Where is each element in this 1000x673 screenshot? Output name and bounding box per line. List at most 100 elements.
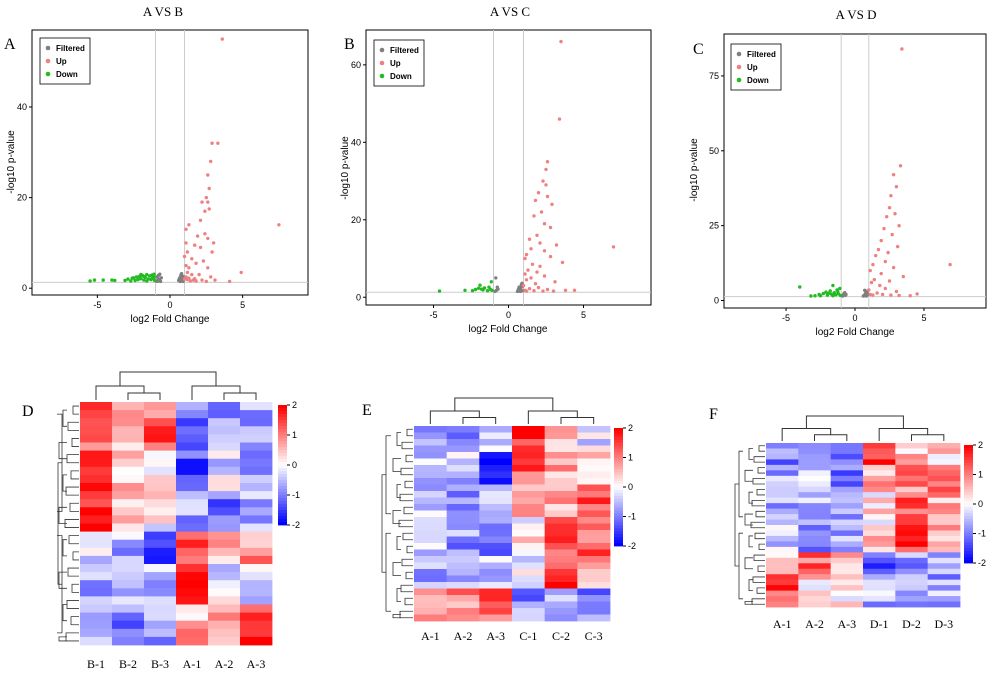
heatmap-cell bbox=[927, 492, 961, 499]
heatmap-cell bbox=[895, 596, 929, 602]
heatmap-cell bbox=[512, 595, 546, 602]
heatmap-cell bbox=[208, 418, 241, 427]
up-point bbox=[889, 293, 893, 297]
down-point bbox=[827, 291, 831, 295]
heatmap-cell bbox=[112, 580, 145, 589]
heatmap-cell bbox=[240, 507, 273, 516]
up-point bbox=[182, 254, 187, 259]
heatmap-cell bbox=[414, 432, 448, 440]
heatmap-cell bbox=[144, 515, 177, 524]
heatmap-cell bbox=[577, 569, 611, 576]
heatmap-cell bbox=[144, 604, 177, 613]
colorbar-segment bbox=[614, 516, 623, 520]
colorbar-segment bbox=[278, 513, 287, 517]
up-point bbox=[216, 141, 220, 145]
column-label: A-3 bbox=[247, 657, 266, 671]
legend-label-up: Up bbox=[390, 59, 401, 68]
up-point bbox=[523, 272, 527, 276]
up-point bbox=[536, 191, 541, 195]
x-tick-label: 5 bbox=[581, 310, 586, 320]
down-point bbox=[129, 279, 133, 283]
legend: Filtered Up Down bbox=[373, 39, 425, 87]
up-point bbox=[535, 270, 539, 274]
heatmap-cell bbox=[176, 572, 209, 581]
colorbar-segment bbox=[964, 539, 973, 543]
row-dendrogram-link bbox=[744, 557, 753, 570]
heatmap-cell bbox=[895, 541, 929, 548]
heatmap-cell bbox=[144, 636, 177, 646]
column-labels: A-1 A-2 A-3 D-1 D-2 D-3 bbox=[773, 617, 953, 631]
heatmap-cell bbox=[798, 596, 832, 602]
heatmap-cell bbox=[927, 579, 961, 586]
heatmap-cell bbox=[544, 484, 578, 492]
row-dendrogram-link bbox=[70, 616, 79, 626]
heatmap-cell bbox=[798, 448, 832, 455]
heatmap-cell bbox=[479, 439, 513, 446]
heatmap-cell bbox=[577, 432, 611, 440]
heatmap-cell bbox=[927, 503, 961, 509]
heatmap-cell bbox=[112, 507, 145, 516]
heatmap-cell bbox=[112, 531, 145, 541]
heatmap-cell bbox=[479, 614, 513, 622]
heatmap-cell bbox=[830, 464, 864, 471]
down-point bbox=[470, 289, 475, 293]
row-dendrogram-link bbox=[404, 597, 413, 606]
row-dendrogram-link bbox=[65, 632, 79, 642]
row-dendrogram-link bbox=[405, 454, 413, 463]
y-tick-label: 0 bbox=[714, 296, 719, 306]
heatmap-cell bbox=[895, 514, 929, 520]
heatmap-cell bbox=[544, 562, 578, 570]
colorbar-segment bbox=[278, 420, 287, 424]
heatmap-cell bbox=[863, 596, 896, 602]
heatmap-cell bbox=[766, 579, 799, 586]
colorbar-segment bbox=[614, 433, 623, 438]
up-point bbox=[548, 254, 553, 259]
up-point bbox=[530, 262, 535, 266]
row-dendrogram-link bbox=[58, 571, 67, 589]
heatmap-cell bbox=[766, 601, 799, 608]
up-point bbox=[523, 256, 527, 261]
up-point bbox=[880, 292, 885, 297]
colorbar-tick-label: 0 bbox=[628, 482, 633, 492]
colorbar-segment bbox=[964, 527, 973, 531]
heatmap-cell bbox=[208, 458, 241, 468]
up-point bbox=[541, 289, 545, 293]
up-point bbox=[572, 288, 577, 292]
heatmap-cell bbox=[414, 556, 448, 563]
heatmap-cell bbox=[577, 458, 611, 466]
heatmap-cell bbox=[240, 628, 273, 638]
colorbar-segment bbox=[964, 560, 973, 564]
colorbar-segment bbox=[614, 489, 623, 494]
heatmap-cell bbox=[863, 579, 896, 586]
heatmap-cell bbox=[798, 541, 832, 548]
down-point bbox=[821, 291, 825, 296]
heatmap-cell bbox=[414, 471, 448, 479]
heatmap-cell bbox=[798, 464, 832, 471]
heatmap-cell bbox=[144, 507, 177, 516]
colorbar-segment bbox=[278, 465, 287, 469]
heatmap-cell bbox=[112, 474, 145, 484]
heatmap-cell bbox=[112, 418, 145, 427]
down-point bbox=[838, 286, 842, 291]
colorbar-segment bbox=[964, 512, 973, 517]
heatmap-cell bbox=[414, 575, 448, 583]
heatmap-cell bbox=[577, 530, 611, 537]
colorbar-segment bbox=[614, 487, 623, 491]
heatmap-cell bbox=[446, 458, 480, 466]
heatmap-cell bbox=[414, 510, 448, 518]
heatmap-cell bbox=[446, 471, 480, 479]
colorbar-segment bbox=[278, 438, 287, 442]
x-axis-label: log2 Fold Change bbox=[469, 324, 548, 335]
heatmap-cell bbox=[766, 525, 799, 531]
row-dendrogram-link bbox=[751, 598, 765, 605]
row-dendrogram-link bbox=[58, 636, 67, 642]
colorbar-segment bbox=[278, 426, 287, 430]
heatmap-cell bbox=[446, 517, 480, 524]
colorbar-segment bbox=[278, 471, 287, 475]
heatmap-cell bbox=[895, 443, 929, 449]
up-point bbox=[542, 274, 547, 278]
up-point bbox=[869, 280, 874, 285]
volcano-title-ab: A VS B bbox=[143, 4, 184, 19]
heatmap-cell bbox=[798, 519, 832, 526]
row-dendrogram-link bbox=[406, 545, 413, 554]
